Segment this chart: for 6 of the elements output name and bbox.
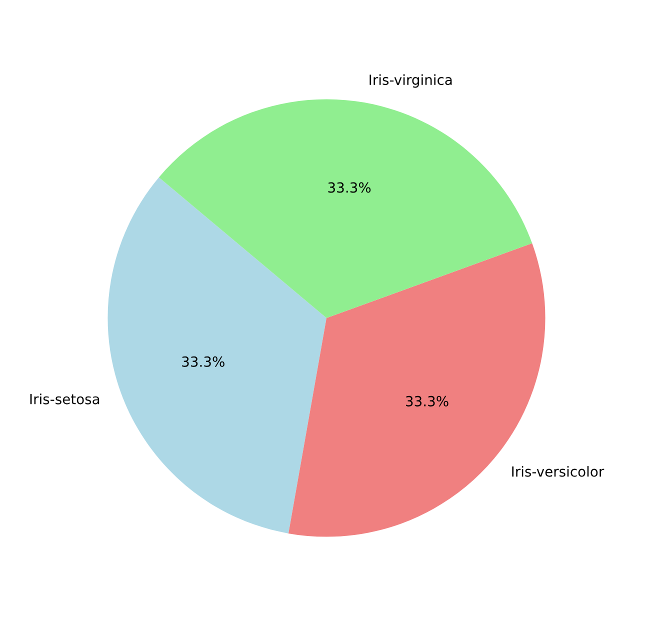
slice-label: Iris-setosa xyxy=(30,394,100,404)
data-label: 33.3% xyxy=(406,396,448,406)
slice-label: Iris-virginica xyxy=(370,74,452,88)
data-label: 33.3% xyxy=(182,356,224,367)
data-label: 33.3% xyxy=(328,182,371,193)
slice-label: Iris-versicolor xyxy=(512,466,604,477)
